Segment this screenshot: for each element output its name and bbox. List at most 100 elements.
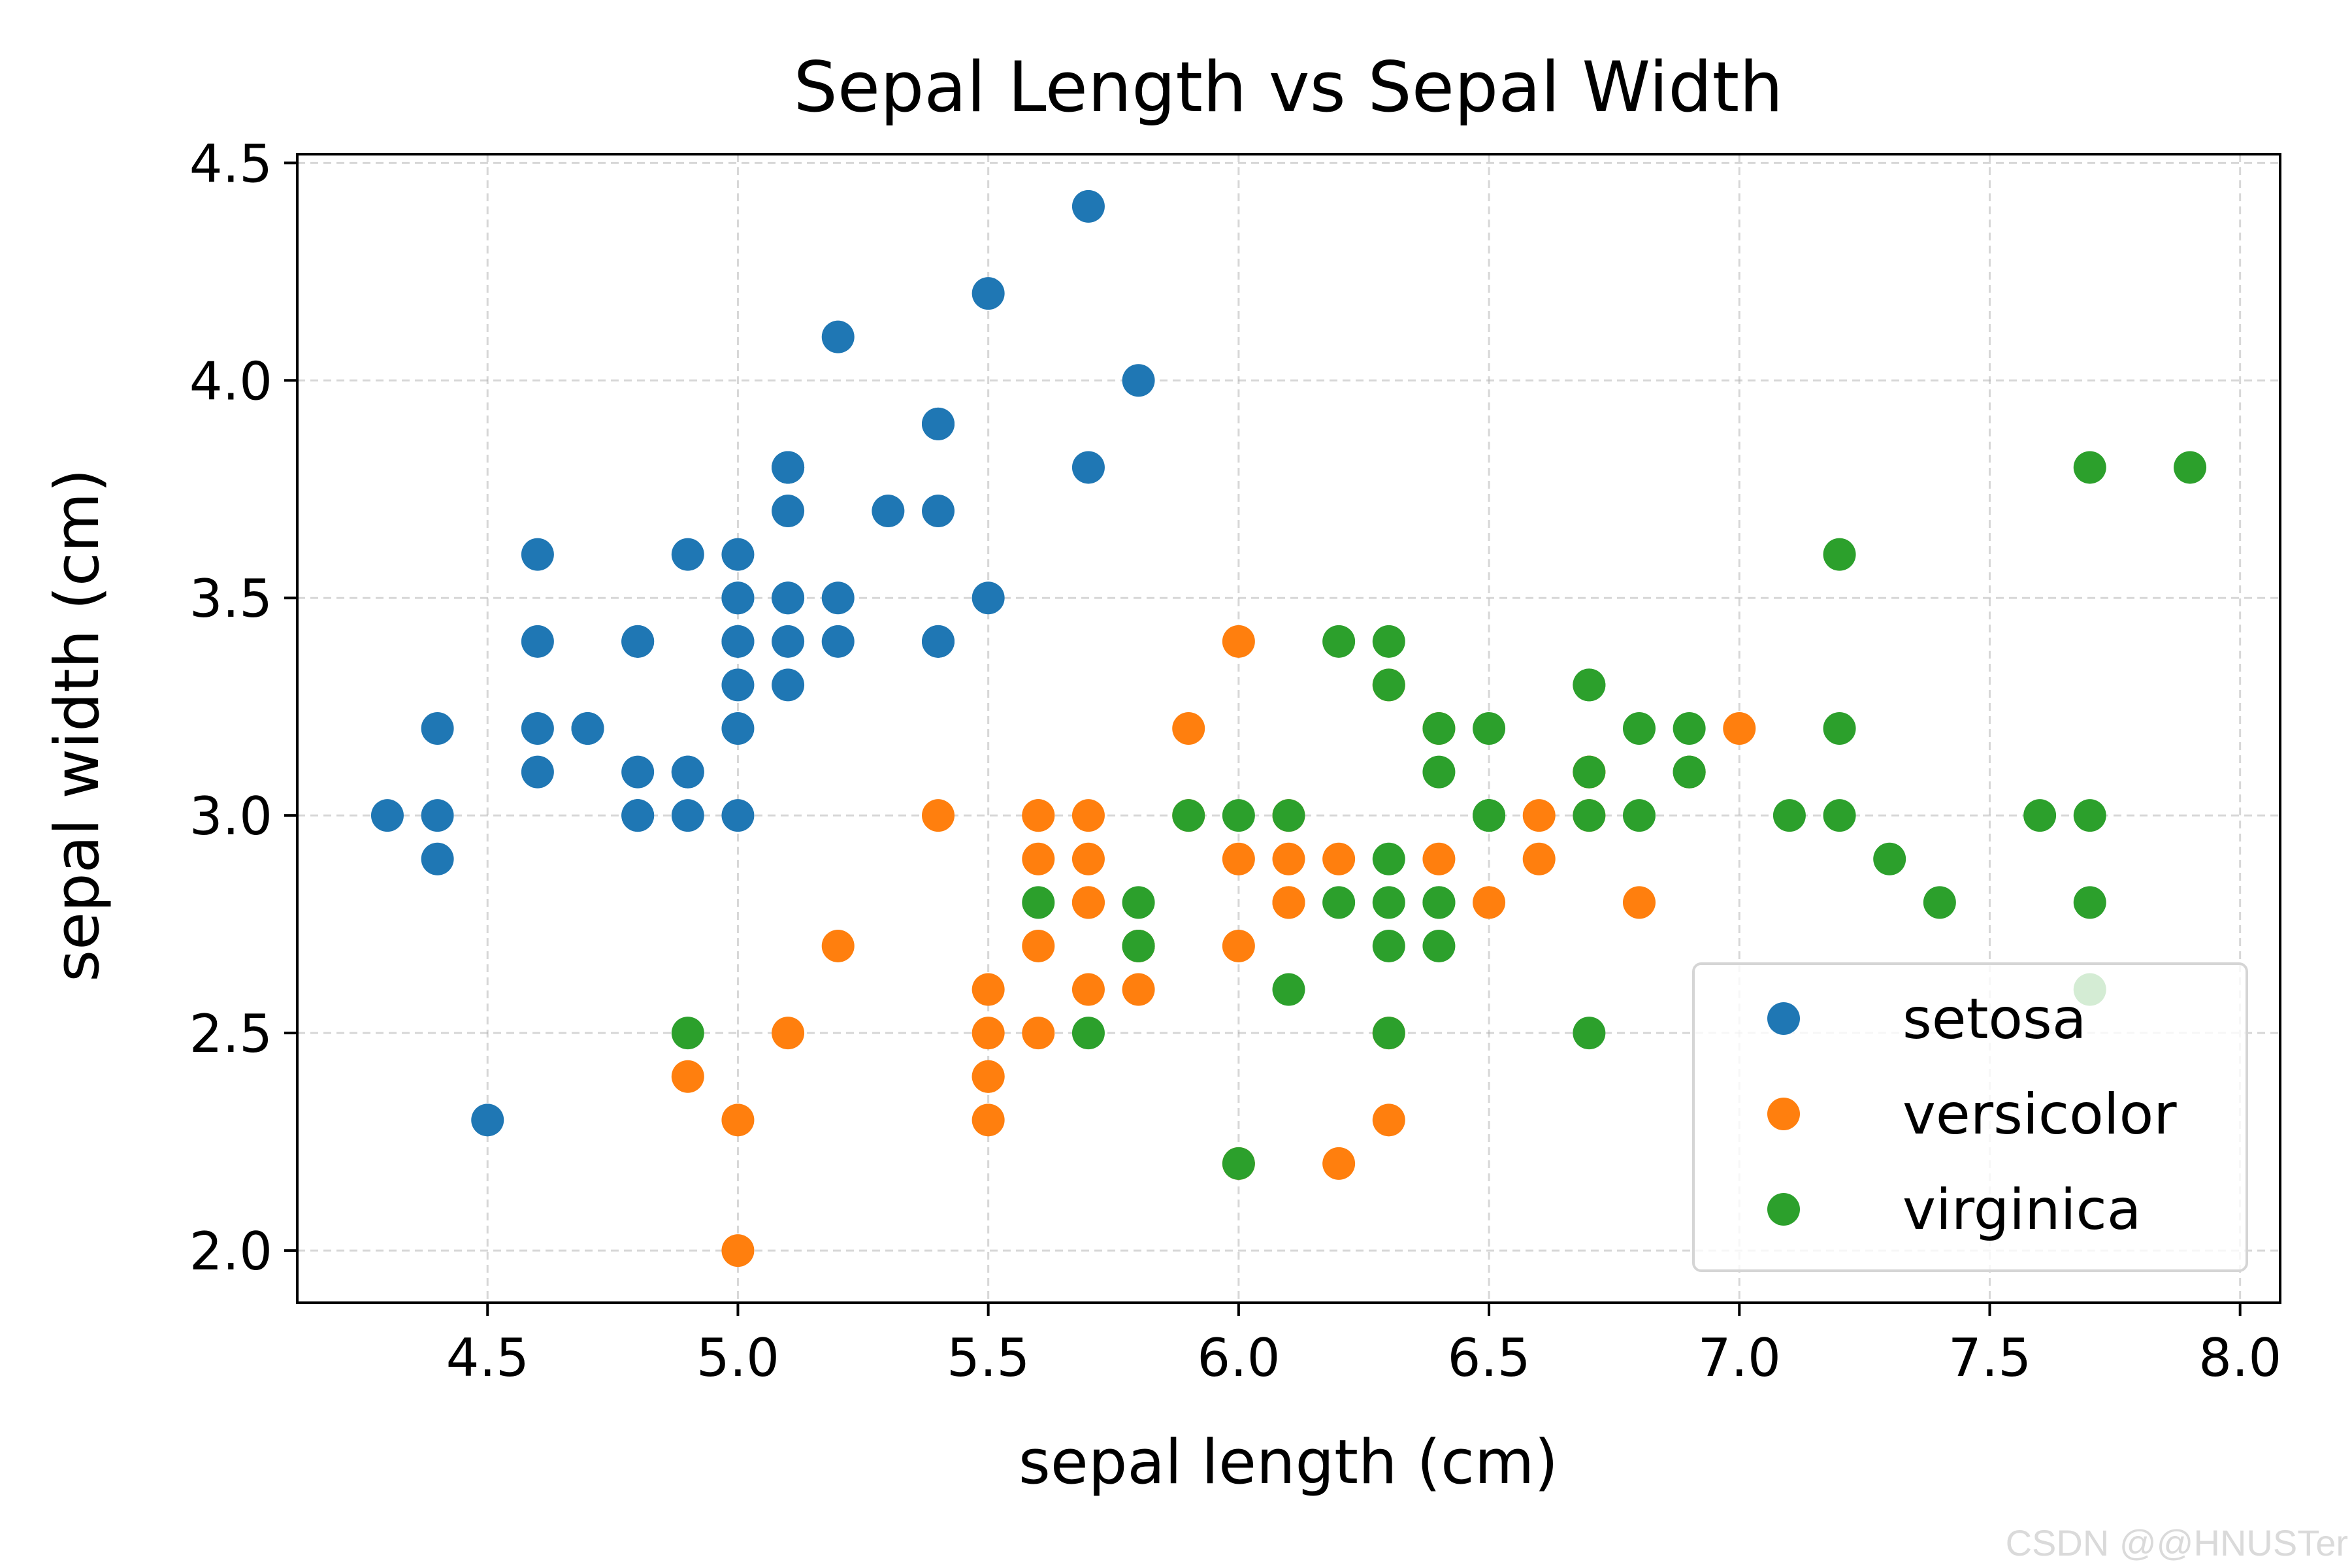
data-point-virginica [1573,755,1606,789]
data-point-versicolor [1272,842,1305,875]
x-tick-label: 5.0 [696,1328,779,1388]
data-point-versicolor [821,929,855,962]
data-point-virginica [1473,712,1506,745]
data-point-versicolor [1172,712,1205,745]
data-point-versicolor [1022,842,1055,875]
data-point-setosa [571,712,604,745]
data-point-setosa [721,712,755,745]
data-point-versicolor [1022,799,1055,832]
data-point-virginica [1422,755,1456,789]
data-point-versicolor [1071,842,1105,875]
data-point-virginica [2174,451,2207,484]
data-point-setosa [721,668,755,702]
data-point-setosa [772,625,805,658]
data-point-setosa [972,581,1005,615]
data-point-setosa [1122,364,1155,397]
data-point-versicolor [1272,886,1305,919]
data-point-versicolor [1071,886,1105,919]
data-point-versicolor [1322,1147,1356,1180]
data-point-versicolor [1473,886,1506,919]
data-point-virginica [1372,929,1405,962]
y-tick-label: 3.0 [189,786,272,847]
data-point-setosa [671,538,704,571]
data-point-setosa [621,755,655,789]
data-point-setosa [821,320,855,353]
data-point-setosa [671,755,704,789]
data-point-versicolor [972,1017,1005,1050]
data-point-virginica [1222,1147,1255,1180]
data-point-virginica [1422,929,1456,962]
data-point-versicolor [972,1060,1005,1093]
data-point-versicolor [972,973,1005,1006]
data-point-virginica [1372,842,1405,875]
data-point-virginica [1673,712,1706,745]
x-axis-label: sepal length (cm) [1019,1427,1558,1498]
data-point-virginica [1422,886,1456,919]
data-point-setosa [621,625,655,658]
data-point-versicolor [671,1060,704,1093]
data-point-virginica [1372,1017,1405,1050]
axis-ticks: 4.5 5.0 5.5 6.0 6.5 7.0 7.5 8.0 2.0 2.5 3.0 3.5 4.0 4… [189,133,2282,1388]
data-point-setosa [922,625,955,658]
legend-box [1692,962,2248,1272]
y-tick-label: 4.5 [189,133,272,194]
data-point-versicolor [1372,1103,1405,1137]
data-point-setosa [1071,451,1105,484]
data-point-virginica [1272,973,1305,1006]
data-point-versicolor [972,1103,1005,1137]
legend-label-setosa: setosa [1903,987,2087,1052]
data-point-virginica [1322,886,1356,919]
y-tick-label: 3.5 [189,568,272,629]
legend: setosa versicolor virginica [1692,962,2248,1272]
watermark-text: CSDN @@HNUSTer [2005,1522,2348,1563]
data-point-virginica [1372,886,1405,919]
data-point-setosa [421,712,454,745]
data-point-virginica [1122,929,1155,962]
data-point-setosa [621,799,655,832]
data-point-setosa [421,842,454,875]
data-point-setosa [922,407,955,440]
data-point-versicolor [1022,1017,1055,1050]
x-tick-label: 6.5 [1447,1328,1530,1388]
data-point-setosa [370,799,404,832]
data-point-setosa [821,625,855,658]
x-tick-label: 5.5 [947,1328,1030,1388]
data-point-virginica [1823,799,1856,832]
data-point-setosa [721,581,755,615]
y-tick-label: 2.0 [189,1221,272,1282]
data-point-setosa [421,799,454,832]
data-point-versicolor [1071,973,1105,1006]
data-point-virginica [1823,538,1856,571]
y-axis-label: sepal width (cm) [42,468,113,982]
scatter-points [370,189,2207,1267]
data-point-versicolor [1071,799,1105,832]
data-point-setosa [521,712,554,745]
y-tick-label: 2.5 [189,1004,272,1064]
data-point-setosa [821,581,855,615]
data-point-versicolor [922,799,955,832]
legend-marker-virginica [1767,1193,1800,1226]
data-point-virginica [1022,886,1055,919]
x-tick-label: 4.5 [446,1328,529,1388]
data-point-setosa [772,451,805,484]
data-point-virginica [1122,886,1155,919]
data-point-virginica [671,1017,704,1050]
series-setosa [370,189,1155,1137]
data-point-versicolor [1622,886,1656,919]
data-point-versicolor [1222,929,1255,962]
data-point-virginica [1622,799,1656,832]
data-point-virginica [1873,842,1906,875]
x-tick-label: 6.0 [1197,1328,1280,1388]
x-tick-label: 7.5 [1948,1328,2031,1388]
data-point-setosa [772,495,805,528]
data-point-virginica [1823,712,1856,745]
legend-marker-versicolor [1767,1098,1800,1130]
legend-marker-setosa [1767,1002,1800,1035]
data-point-setosa [521,625,554,658]
x-tick-label: 7.0 [1698,1328,1781,1388]
data-point-versicolor [1522,842,1556,875]
data-point-versicolor [1222,842,1255,875]
data-point-setosa [721,799,755,832]
